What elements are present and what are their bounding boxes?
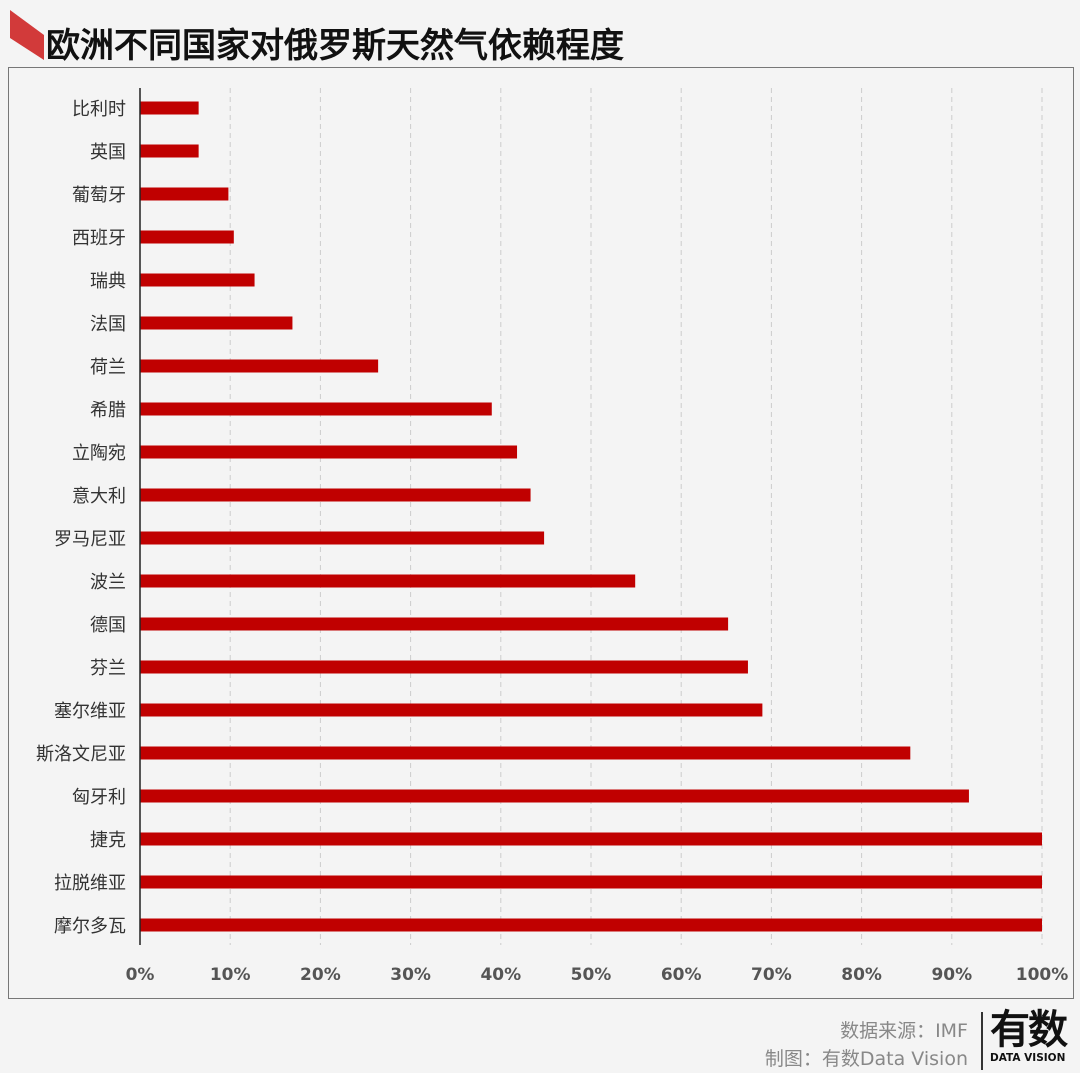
y-category-label: 芬兰 — [90, 658, 126, 679]
y-category-label: 波兰 — [90, 572, 126, 593]
bar — [140, 660, 748, 674]
x-tick-label: 100% — [1016, 965, 1069, 985]
bar — [140, 617, 729, 631]
bar — [140, 316, 293, 330]
x-tick-label: 50% — [571, 965, 612, 985]
y-category-label: 拉脱维亚 — [54, 873, 126, 894]
y-category-label: 德国 — [90, 615, 126, 636]
y-category-label: 西班牙 — [72, 228, 126, 249]
y-category-label: 比利时 — [72, 99, 126, 120]
y-category-label: 意大利 — [72, 486, 126, 507]
y-category-label: 罗马尼亚 — [54, 529, 126, 550]
bar — [140, 832, 1042, 846]
y-category-label: 立陶宛 — [72, 443, 126, 464]
y-category-label: 摩尔多瓦 — [54, 916, 126, 937]
bar — [140, 187, 229, 201]
page-title: 欧洲不同国家对俄罗斯天然气依赖程度 — [46, 26, 624, 66]
footer-divider — [981, 1012, 983, 1070]
bar — [140, 101, 199, 115]
y-category-label: 荷兰 — [90, 357, 126, 378]
y-category-label: 瑞典 — [90, 271, 126, 292]
y-category-label: 匈牙利 — [72, 787, 126, 808]
logo: 有数 DATA VISION — [990, 1007, 1068, 1064]
bar — [140, 273, 255, 287]
y-category-label: 英国 — [90, 142, 126, 163]
bar — [140, 918, 1042, 932]
y-category-label: 法国 — [90, 314, 126, 335]
x-tick-label: 40% — [480, 965, 521, 985]
bar — [140, 230, 234, 244]
bar — [140, 789, 969, 803]
bar — [140, 531, 545, 545]
y-category-label: 希腊 — [90, 400, 126, 421]
x-tick-label: 60% — [661, 965, 702, 985]
y-category-label: 捷克 — [90, 830, 126, 851]
chart-credit: 制图：有数Data Vision — [764, 1048, 968, 1070]
bar — [140, 746, 911, 760]
x-tick-label: 10% — [210, 965, 251, 985]
y-category-label: 葡萄牙 — [72, 185, 126, 206]
x-tick-label: 80% — [841, 965, 882, 985]
x-tick-label: 20% — [300, 965, 341, 985]
title-accent-flag-icon — [10, 10, 44, 60]
bar — [140, 402, 492, 416]
y-category-label: 斯洛文尼亚 — [36, 744, 126, 765]
x-tick-label: 30% — [390, 965, 431, 985]
bar — [140, 574, 636, 588]
bar — [140, 488, 531, 502]
data-source: 数据来源：IMF — [840, 1020, 968, 1042]
bar — [140, 359, 379, 373]
y-category-label: 塞尔维亚 — [54, 701, 126, 722]
x-tick-label: 70% — [751, 965, 792, 985]
bar — [140, 445, 518, 459]
x-tick-label: 0% — [126, 965, 155, 985]
bar — [140, 875, 1042, 889]
bar — [140, 703, 763, 717]
bar — [140, 144, 199, 158]
x-tick-label: 90% — [931, 965, 972, 985]
